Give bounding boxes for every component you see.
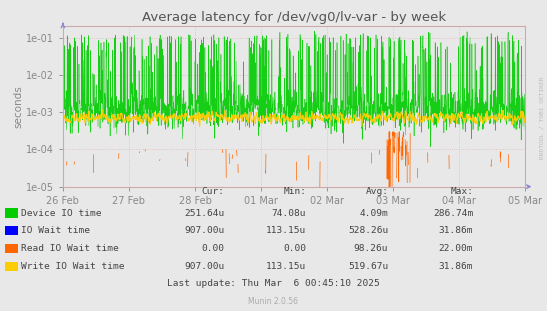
Text: Munin 2.0.56: Munin 2.0.56 bbox=[248, 297, 299, 306]
Text: 251.64u: 251.64u bbox=[184, 209, 224, 217]
Text: 4.09m: 4.09m bbox=[359, 209, 388, 217]
Text: 31.86m: 31.86m bbox=[439, 262, 473, 271]
Text: 113.15u: 113.15u bbox=[266, 226, 306, 235]
Text: 907.00u: 907.00u bbox=[184, 262, 224, 271]
Text: Read IO Wait time: Read IO Wait time bbox=[21, 244, 119, 253]
Text: Last update: Thu Mar  6 00:45:10 2025: Last update: Thu Mar 6 00:45:10 2025 bbox=[167, 279, 380, 287]
Title: Average latency for /dev/vg0/lv-var - by week: Average latency for /dev/vg0/lv-var - by… bbox=[142, 11, 446, 24]
Text: Cur:: Cur: bbox=[201, 187, 224, 196]
Text: 286.74m: 286.74m bbox=[433, 209, 473, 217]
Text: Write IO Wait time: Write IO Wait time bbox=[21, 262, 124, 271]
Text: 528.26u: 528.26u bbox=[348, 226, 388, 235]
Y-axis label: seconds: seconds bbox=[13, 85, 23, 128]
Text: 519.67u: 519.67u bbox=[348, 262, 388, 271]
Text: IO Wait time: IO Wait time bbox=[21, 226, 90, 235]
Text: 0.00: 0.00 bbox=[283, 244, 306, 253]
Text: Avg:: Avg: bbox=[365, 187, 388, 196]
Text: 74.08u: 74.08u bbox=[272, 209, 306, 217]
Text: 907.00u: 907.00u bbox=[184, 226, 224, 235]
Text: Min:: Min: bbox=[283, 187, 306, 196]
Text: Max:: Max: bbox=[450, 187, 473, 196]
Text: 31.86m: 31.86m bbox=[439, 226, 473, 235]
Text: RRDTOOL / TOBI OETIKER: RRDTOOL / TOBI OETIKER bbox=[539, 77, 544, 160]
Text: 113.15u: 113.15u bbox=[266, 262, 306, 271]
Text: Device IO time: Device IO time bbox=[21, 209, 101, 217]
Text: 0.00: 0.00 bbox=[201, 244, 224, 253]
Text: 22.00m: 22.00m bbox=[439, 244, 473, 253]
Text: 98.26u: 98.26u bbox=[354, 244, 388, 253]
